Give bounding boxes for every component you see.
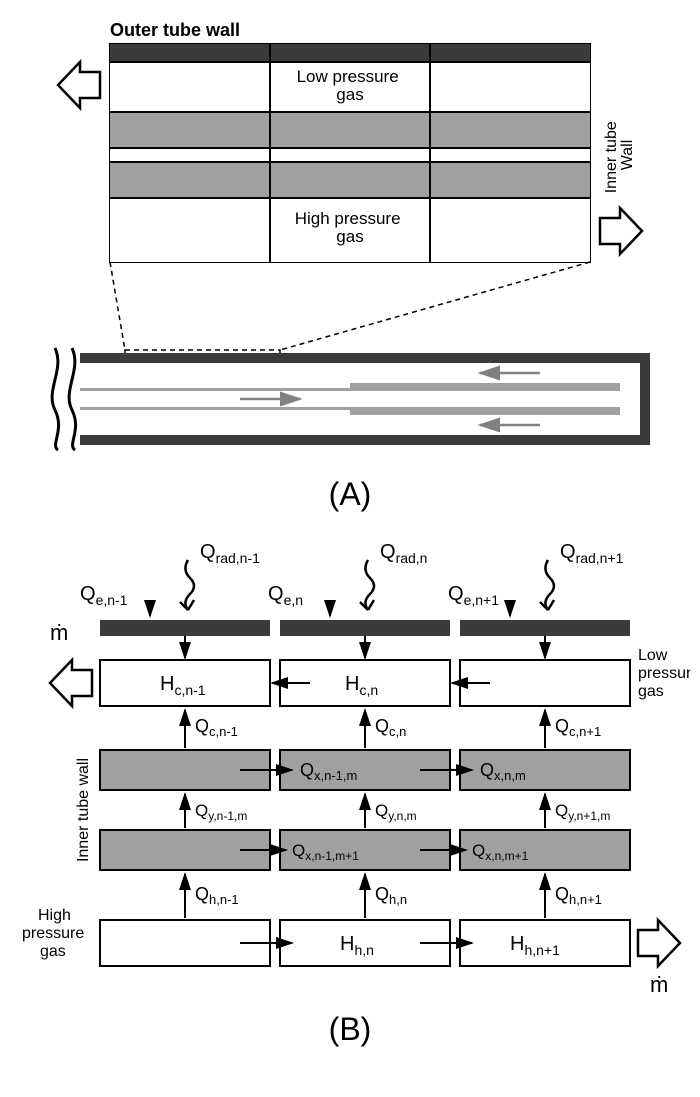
svg-text:Qy,n-1,m: Qy,n-1,m [195,801,247,823]
outer-tube-wall-label: Outer tube wall [110,20,240,40]
svg-text:Qe,n+1: Qe,n+1 [448,583,499,608]
svg-text:Qe,n: Qe,n [268,583,303,608]
left-arrow-a [58,62,100,108]
svg-text:Qh,n: Qh,n [375,884,407,907]
svg-text:Qc,n+1: Qc,n+1 [555,716,601,739]
panel-a: Outer tube wall Low pressure gas [40,20,650,512]
svg-text:Qc,n-1: Qc,n-1 [195,716,238,739]
svg-text:Qrad,n: Qrad,n [380,541,427,566]
zoom-grid: Low pressure gas High pressure gas [110,44,590,262]
inner-tube-wall-label-b: Inner tube wall [75,758,92,862]
low-pressure-b: Low pressure gas [638,647,690,700]
tube-section [40,348,650,450]
panel-a-letter: (A) [329,476,372,512]
svg-text:Qh,n-1: Qh,n-1 [195,884,239,907]
high-pressure-b: High pressure gas [22,907,89,960]
svg-text:Qc,n: Qc,n [375,716,406,739]
panel-b: Qrad,n-1 Qrad,n Qrad,n+1 Qe,n-1 Qe,n Qe,… [22,541,690,1047]
mdot-top: ṁ [50,620,68,645]
svg-text:Qrad,n+1: Qrad,n+1 [560,541,624,566]
svg-text:Qe,n-1: Qe,n-1 [80,583,128,608]
svg-text:Qrad,n-1: Qrad,n-1 [200,541,260,566]
right-arrow-a [600,208,642,254]
svg-text:Qh,n+1: Qh,n+1 [555,884,602,907]
inner-tube-wall-label-a: Inner tube Wall [603,117,636,194]
mdot-bot: ṁ [650,972,668,997]
svg-text:Qy,n+1,m: Qy,n+1,m [555,801,610,823]
panel-b-letter: (B) [329,1011,372,1047]
diagram-svg: Outer tube wall Low pressure gas [10,10,690,1087]
svg-text:Qy,n,m: Qy,n,m [375,801,417,823]
